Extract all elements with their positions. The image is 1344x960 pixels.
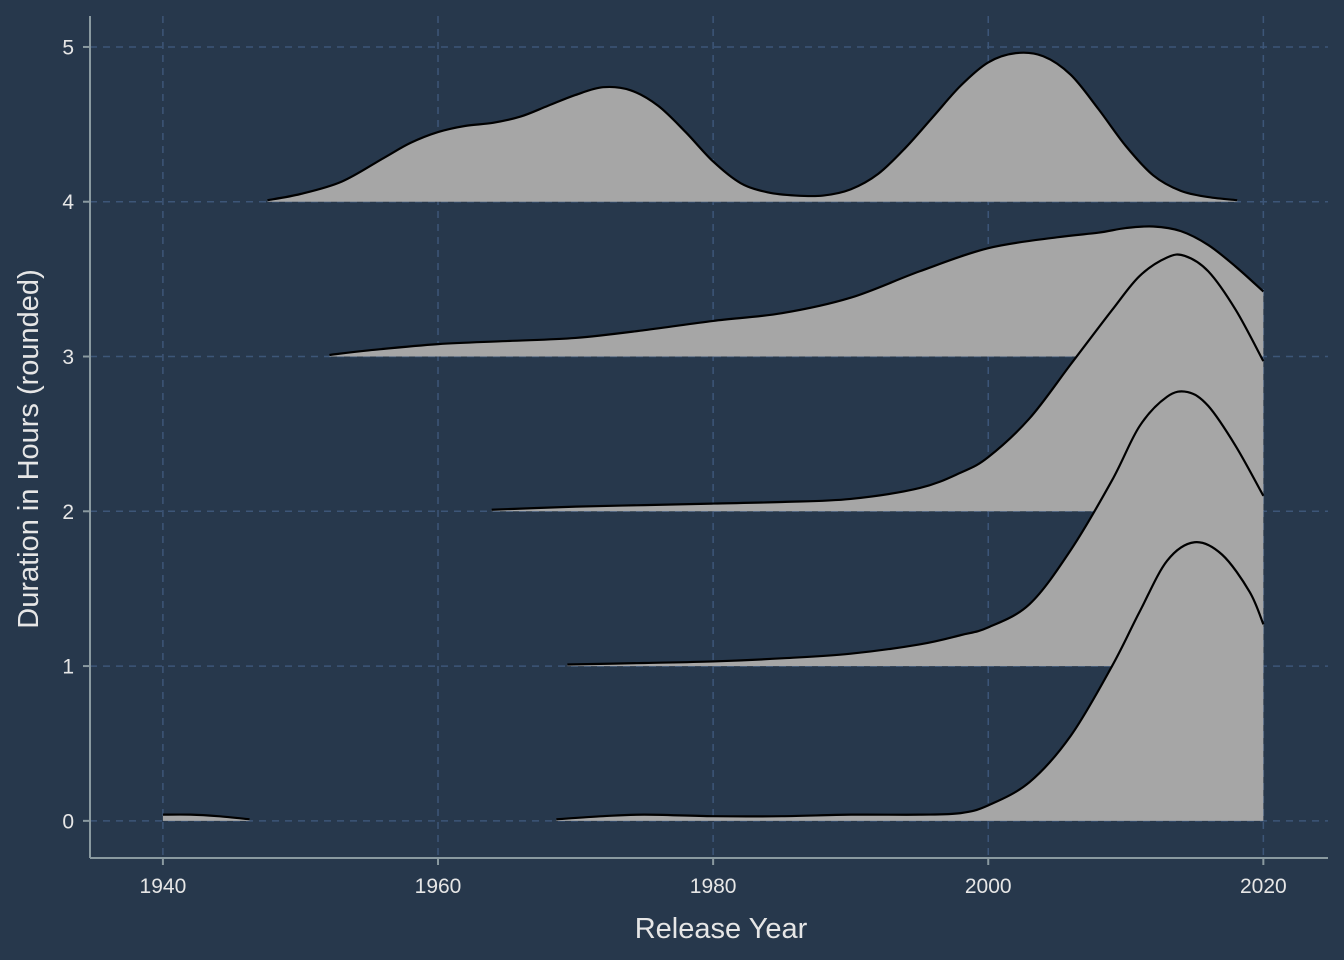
ridge-line-0-0 <box>162 813 250 821</box>
y-tick-label-5: 5 <box>62 36 74 59</box>
ridge-fill-1-0 <box>567 391 1264 667</box>
ridge-line-3-0 <box>329 225 1265 357</box>
ridge-fill-2-0 <box>491 254 1264 512</box>
ridges <box>162 51 1265 821</box>
y-tick-label-0: 0 <box>62 810 74 833</box>
y-tick-label-4: 4 <box>62 191 74 214</box>
x-tick-label-1940: 1940 <box>140 875 187 898</box>
ridge-fill-0-0 <box>162 814 250 821</box>
x-tick-label-2020: 2020 <box>1240 875 1287 898</box>
x-tick-label-2000: 2000 <box>965 875 1012 898</box>
ridge-line-0-1 <box>556 541 1265 821</box>
ridge-fill-3-0 <box>329 226 1264 357</box>
y-tick-label-1: 1 <box>62 656 74 679</box>
ridge-fill-0-1 <box>556 542 1264 821</box>
ridge-line-4-0 <box>267 51 1238 202</box>
ridge-line-1-0 <box>567 390 1265 666</box>
tick-labels: 1940 1960 1980 2000 2020 0 1 2 3 4 5 <box>62 36 1286 898</box>
x-tick-label-1960: 1960 <box>415 875 462 898</box>
axes <box>83 16 1328 865</box>
y-tick-label-3: 3 <box>62 346 74 369</box>
ridge-line-2-0 <box>491 253 1265 511</box>
y-tick-label-2: 2 <box>62 501 74 524</box>
ridge-fill-4-0 <box>267 52 1238 202</box>
y-axis-title: Duration in Hours (rounded) <box>13 269 45 628</box>
x-tick-label-1980: 1980 <box>690 875 737 898</box>
x-axis-title: Release Year <box>635 913 808 945</box>
